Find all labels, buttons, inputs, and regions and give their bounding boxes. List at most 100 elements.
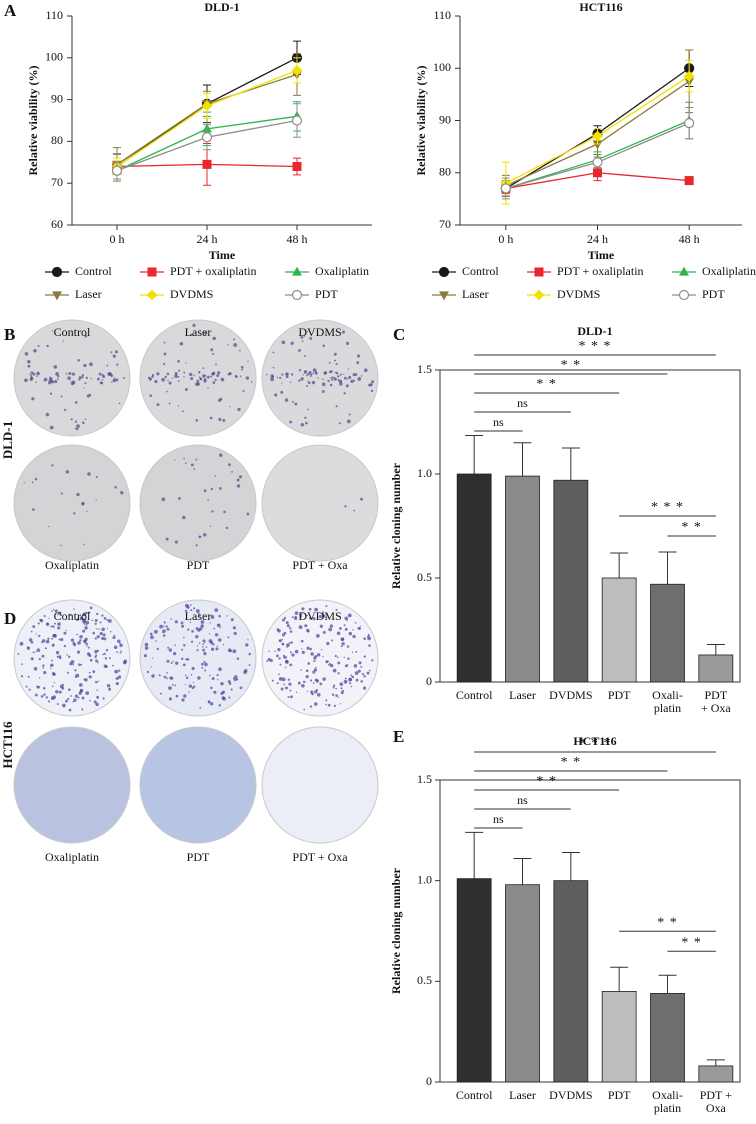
colony	[46, 622, 49, 625]
colony	[234, 375, 237, 378]
colony	[35, 651, 37, 653]
colony	[92, 631, 96, 635]
colony	[174, 644, 176, 646]
significance-label: ns	[517, 793, 528, 807]
y-axis-label: Relative viability (%)	[414, 66, 428, 176]
colony	[227, 636, 230, 639]
colony	[81, 708, 84, 711]
colony	[270, 377, 274, 382]
colony	[314, 678, 318, 682]
colony	[85, 376, 88, 380]
colony	[215, 363, 217, 366]
colony	[289, 689, 292, 692]
colony	[219, 397, 223, 401]
colony	[306, 646, 310, 650]
colony	[202, 639, 206, 643]
colony	[336, 375, 340, 378]
colony	[83, 387, 85, 389]
colony	[207, 386, 209, 389]
colony	[222, 643, 225, 646]
colony	[60, 492, 63, 495]
colony	[239, 349, 241, 352]
colony	[210, 615, 215, 619]
x-tick-label: PDT	[704, 688, 727, 702]
colony	[195, 544, 198, 547]
colony	[352, 373, 356, 377]
colony	[299, 613, 303, 617]
colony	[165, 537, 169, 541]
colony	[175, 661, 179, 665]
colony	[81, 374, 84, 377]
marker	[201, 132, 213, 143]
colony	[357, 354, 361, 358]
colony	[60, 544, 62, 547]
colony	[315, 666, 317, 669]
x-tick-label: 0 h	[498, 232, 513, 246]
colony	[78, 663, 81, 666]
colony	[42, 664, 45, 667]
colony	[57, 622, 61, 626]
colony	[228, 682, 232, 685]
colony	[344, 677, 347, 680]
colony	[90, 377, 93, 380]
colony	[322, 677, 326, 681]
colony	[321, 390, 325, 393]
colony	[219, 487, 222, 490]
colony	[165, 625, 168, 628]
colony	[89, 362, 93, 367]
colony	[202, 646, 204, 648]
colony	[242, 390, 245, 393]
colony	[216, 374, 220, 378]
colony	[83, 640, 86, 643]
colony	[43, 693, 46, 696]
colony	[96, 649, 99, 652]
colony	[320, 648, 323, 651]
colony	[325, 660, 329, 664]
colony	[239, 686, 243, 690]
colony	[371, 659, 374, 662]
colony	[289, 420, 293, 424]
colony	[285, 656, 288, 659]
colony	[318, 615, 322, 619]
colony	[340, 645, 343, 648]
colony	[74, 694, 79, 698]
colony	[369, 383, 373, 387]
chart-title: DLD-1	[577, 324, 612, 338]
colony	[287, 643, 290, 646]
colony	[284, 398, 289, 402]
colony	[300, 335, 304, 339]
colony	[343, 624, 346, 627]
colony	[30, 630, 33, 633]
y-tick-label: 80	[51, 133, 63, 147]
colony	[347, 613, 352, 618]
colony	[199, 377, 203, 381]
colony	[274, 650, 276, 652]
colony	[190, 674, 193, 676]
colony	[333, 352, 337, 356]
colony	[283, 655, 285, 657]
colony	[88, 611, 91, 614]
colony	[230, 618, 234, 622]
colony	[144, 646, 149, 650]
colony	[30, 374, 33, 377]
y-tick-label: 0.5	[417, 973, 432, 987]
colony	[347, 368, 350, 370]
colony	[35, 633, 37, 635]
colony	[356, 361, 360, 364]
colony	[46, 344, 49, 348]
colony	[57, 614, 59, 616]
colony	[329, 377, 332, 379]
colony	[361, 672, 365, 676]
colonies	[266, 330, 375, 427]
colonies	[266, 605, 374, 711]
y-tick-label: 0	[426, 674, 432, 688]
colony	[193, 685, 196, 688]
colony	[78, 691, 82, 695]
colony	[94, 680, 98, 684]
colony	[285, 375, 289, 379]
bar	[505, 884, 540, 1083]
colony	[117, 639, 121, 644]
legend-label: Control	[462, 264, 499, 278]
colony	[297, 681, 301, 685]
y-tick-label: 90	[439, 112, 451, 126]
